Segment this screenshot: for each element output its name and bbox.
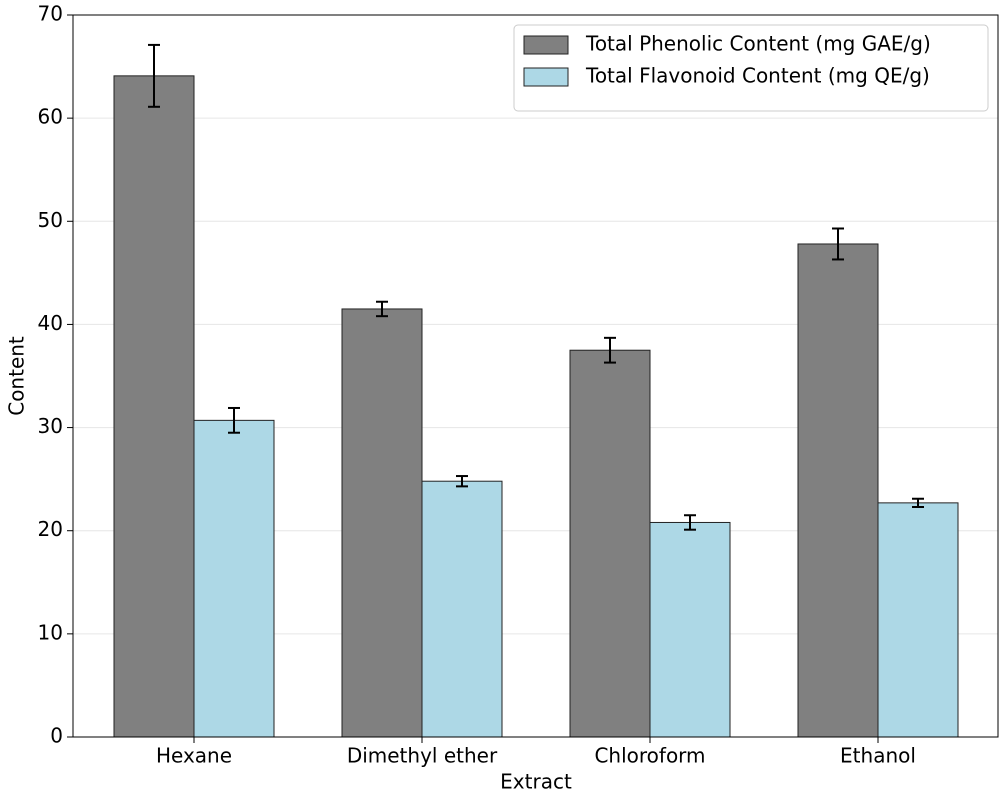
legend-label: Total Flavonoid Content (mg QE/g) xyxy=(585,64,930,88)
legend-swatch xyxy=(523,35,569,55)
y-tick-label: 10 xyxy=(38,620,63,644)
bar xyxy=(193,419,275,738)
bar xyxy=(341,308,423,738)
error-bar xyxy=(376,300,388,318)
error-bar xyxy=(684,514,696,531)
y-tick-label: 50 xyxy=(38,208,63,232)
y-tick-label: 0 xyxy=(50,724,63,748)
y-axis-label: Content xyxy=(5,336,29,416)
error-bar xyxy=(456,475,468,488)
legend: Total Phenolic Content (mg GAE/g) Total F… xyxy=(513,24,989,112)
error-bar xyxy=(912,497,924,508)
bar xyxy=(421,480,503,738)
legend-swatch xyxy=(523,67,569,87)
bar xyxy=(649,521,731,738)
x-tick-label: Ethanol xyxy=(840,744,916,768)
error-bar xyxy=(228,406,240,434)
plot-frame xyxy=(72,14,999,738)
y-tick-label: 60 xyxy=(38,105,63,129)
error-bar xyxy=(604,336,616,364)
legend-box xyxy=(513,24,989,112)
error-bar xyxy=(148,43,160,108)
x-axis-label: Extract xyxy=(500,770,572,794)
bar xyxy=(113,75,195,738)
y-tick-label: 40 xyxy=(38,311,63,335)
y-tick-label: 70 xyxy=(38,2,63,26)
y-tick-label: 20 xyxy=(38,517,63,541)
x-tick-label: Chloroform xyxy=(594,744,705,768)
y-tick-label: 30 xyxy=(38,414,63,438)
x-tick-label: Hexane xyxy=(156,744,232,768)
legend-label: Total Phenolic Content (mg GAE/g) xyxy=(585,32,931,56)
bar xyxy=(569,349,651,738)
x-tick-label: Dimethyl ether xyxy=(347,744,498,768)
error-bar xyxy=(832,227,844,261)
bar xyxy=(877,502,959,738)
bar xyxy=(797,243,879,738)
